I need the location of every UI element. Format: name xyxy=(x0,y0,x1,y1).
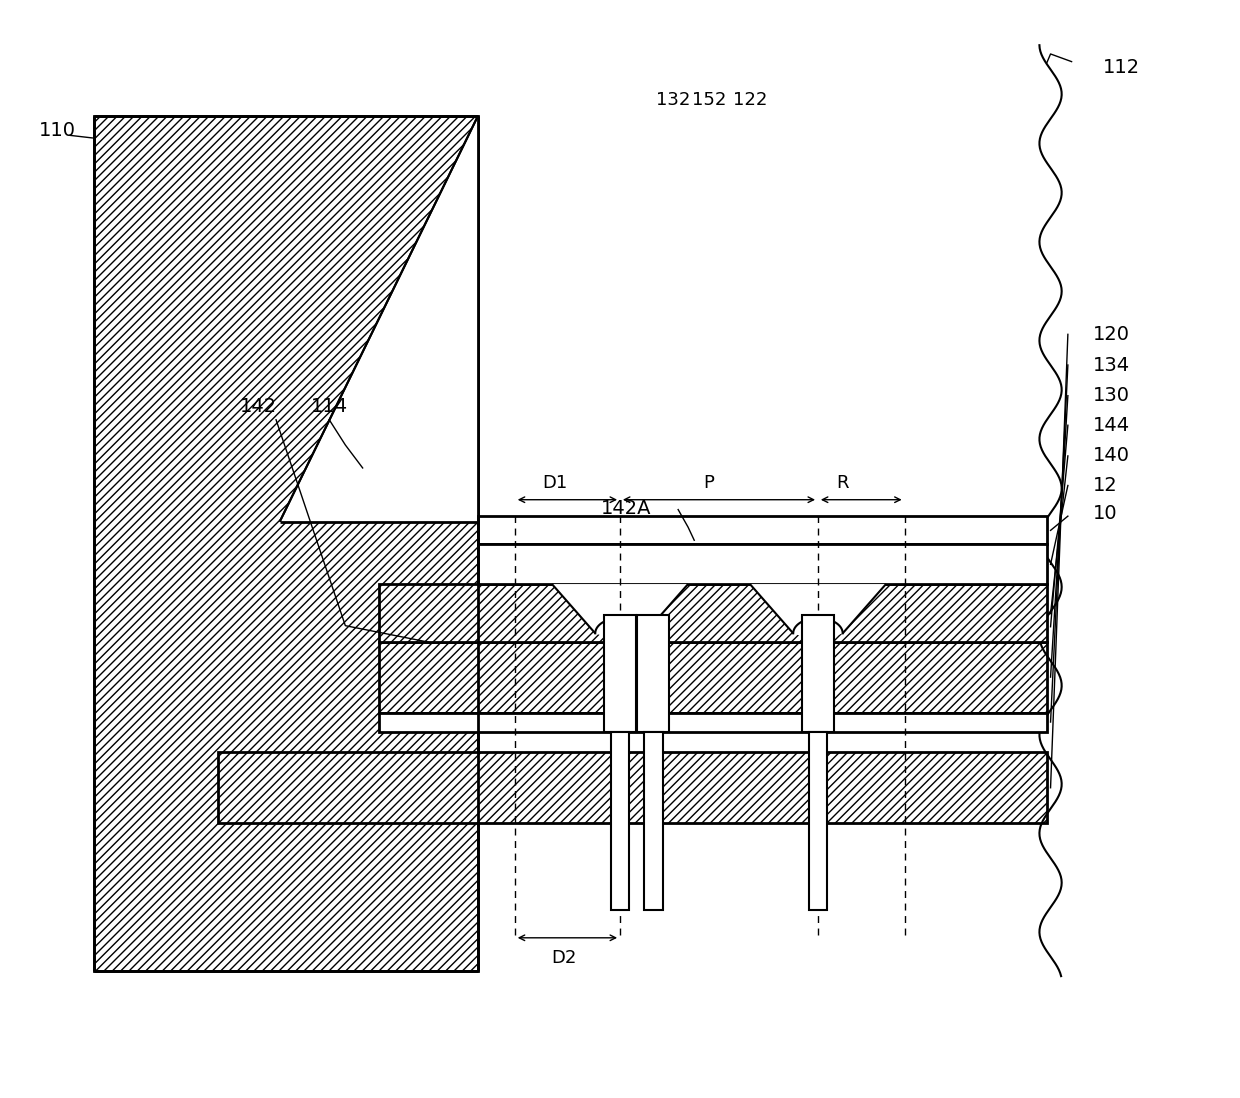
Bar xyxy=(378,642,1047,714)
Text: 12: 12 xyxy=(1092,475,1117,495)
Bar xyxy=(604,615,636,732)
Text: 142: 142 xyxy=(241,397,278,416)
Text: 110: 110 xyxy=(38,121,76,141)
Text: 120: 120 xyxy=(1092,325,1130,344)
Text: R: R xyxy=(837,474,849,492)
Bar xyxy=(218,752,1047,822)
Text: 112: 112 xyxy=(1102,57,1140,77)
Text: 130: 130 xyxy=(1092,386,1130,405)
Text: 134: 134 xyxy=(1092,356,1130,374)
Text: 152: 152 xyxy=(692,91,727,109)
Bar xyxy=(378,714,1047,732)
Text: 142A: 142A xyxy=(601,498,651,518)
Bar xyxy=(644,732,662,910)
Text: D2: D2 xyxy=(552,949,577,966)
Bar xyxy=(378,584,1047,642)
Text: 144: 144 xyxy=(1092,416,1130,435)
Text: 122: 122 xyxy=(733,91,768,109)
Bar xyxy=(637,615,670,732)
Bar xyxy=(477,544,1047,584)
Text: 10: 10 xyxy=(1092,504,1117,524)
Text: 140: 140 xyxy=(1092,447,1130,466)
Bar xyxy=(802,615,835,732)
Text: 132: 132 xyxy=(656,91,691,109)
Bar xyxy=(477,516,1047,544)
Bar xyxy=(611,732,629,910)
Text: 114: 114 xyxy=(311,397,347,416)
Bar xyxy=(94,116,477,971)
Bar xyxy=(808,732,827,910)
Polygon shape xyxy=(280,116,477,522)
Polygon shape xyxy=(552,584,688,642)
Text: P: P xyxy=(703,474,714,492)
Text: D1: D1 xyxy=(542,474,567,492)
Polygon shape xyxy=(750,584,887,642)
